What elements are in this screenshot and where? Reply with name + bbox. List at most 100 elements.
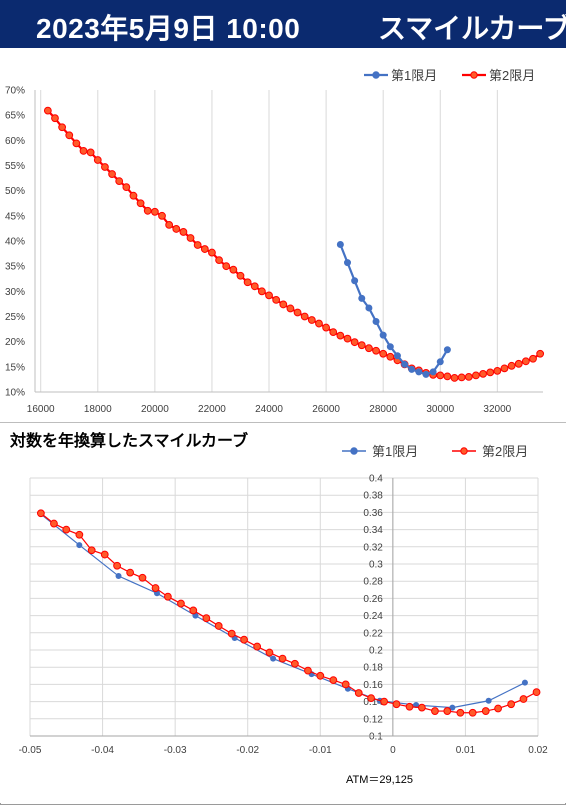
series-2-point [93, 156, 102, 164]
series-2-point [186, 234, 195, 242]
series-2-point [300, 312, 309, 321]
y-tick-label: 15% [5, 362, 25, 373]
chart-log-moneyness: 0.1 0.12 0.14 0.16 0.18 0.2 0.22 0.24 0.26 0.28 0.… [19, 444, 549, 786]
y-tick-label: 70% [5, 86, 25, 97]
series-2-point [372, 346, 380, 355]
x-tick-label: 24000 [255, 404, 283, 415]
series-2-point [113, 561, 121, 570]
series-2-point [108, 170, 116, 178]
series-2-point [136, 199, 145, 208]
y-tick-label: 0.18 [363, 663, 383, 674]
series-2-point [193, 241, 202, 249]
series-2-point [65, 131, 74, 140]
x-tick-label: 20000 [141, 404, 169, 415]
series-2-point [257, 287, 266, 296]
x-tick-label: 0 [390, 745, 396, 756]
series-2-point [367, 694, 375, 703]
series-2-point [279, 300, 288, 309]
header-datetime: 2023年5月9日 10:00 [36, 13, 301, 44]
series-2-point [341, 680, 350, 689]
series-2-point [240, 635, 248, 644]
series-2-point [236, 271, 245, 280]
series-1-point [351, 277, 359, 285]
series-2-point [443, 372, 452, 381]
series-2-point [436, 371, 445, 380]
series-2-point [165, 220, 174, 229]
chart-title-log: 対数を年換算したスマイルカーブ [10, 433, 249, 450]
series-2-point [457, 373, 466, 382]
series-2-point [138, 573, 147, 582]
series-2-point [529, 354, 537, 363]
x-tick-label: 28000 [369, 404, 397, 415]
series-2-point [315, 319, 323, 328]
series-1-point [76, 542, 83, 549]
x-tick-label: -0.03 [164, 745, 187, 756]
series-1-point [379, 331, 387, 339]
series-2-point [380, 697, 389, 706]
series-2-point [51, 114, 59, 123]
y-tick-label: 30% [5, 287, 25, 298]
y-tick-label: 20% [5, 337, 25, 348]
series-2-point [386, 352, 395, 361]
series-2-point [493, 366, 502, 375]
series-2-point [122, 183, 131, 192]
series-2-point [115, 177, 124, 186]
y-tick-label: 0.14 [363, 697, 383, 708]
series-2-point [500, 364, 509, 373]
y-tick-label: 0.28 [363, 577, 383, 588]
series-2-point [250, 282, 259, 291]
series-line-2 [40, 512, 537, 714]
series-2-point [316, 671, 325, 680]
series-2-point [151, 584, 160, 592]
series-2-point [293, 308, 302, 317]
series-2-point [101, 163, 109, 171]
series-2-point [265, 648, 274, 657]
series-1-point [270, 655, 277, 662]
y-tick-label: 0.12 [363, 714, 383, 725]
series-2-point [272, 295, 281, 304]
series-2-point [329, 328, 338, 337]
y-tick-label: 0.1 [369, 732, 383, 743]
series-2-point [514, 359, 523, 368]
y-tick-label: 0.22 [363, 628, 383, 639]
series-1-point [344, 259, 352, 267]
y-tick-label: 10% [5, 388, 25, 399]
series-2-point [62, 525, 71, 534]
series-2-point [431, 707, 439, 715]
legend-label-1: 第1限月 [372, 444, 418, 459]
series-line-2 [47, 109, 541, 380]
series-2-point [87, 546, 96, 555]
series-2-point [456, 708, 465, 717]
series-2-point [229, 265, 238, 274]
series-1-point [449, 704, 456, 711]
series-2-point [143, 206, 152, 215]
series-2-point [329, 676, 338, 685]
series-1-point [115, 573, 122, 580]
series-2-point [227, 629, 236, 638]
series-2-point [350, 338, 359, 347]
x-tick-label: -0.04 [91, 745, 114, 756]
series-1-point [521, 679, 528, 686]
series-2-point [202, 614, 211, 623]
series-1-point [393, 352, 401, 360]
series-2-point [43, 106, 52, 115]
series-2-point [417, 703, 426, 712]
series-2-point [472, 371, 480, 380]
series-2-point [179, 228, 188, 236]
series-2-point [365, 344, 373, 353]
series-2-point [481, 707, 490, 715]
y-tick-label: 60% [5, 136, 25, 147]
y-tick-label: 0.38 [363, 491, 383, 502]
series-2-point [172, 225, 181, 233]
x-tick-label: 0.02 [528, 745, 548, 756]
series-2-point [208, 248, 216, 257]
series-2-point [253, 642, 262, 651]
y-tick-label: 0.34 [363, 525, 383, 536]
series-2-point [75, 530, 84, 539]
y-tick-label: 0.26 [363, 594, 383, 605]
series-2-point [126, 568, 135, 577]
x-tick-label: 18000 [84, 404, 112, 415]
series-2-point [336, 331, 345, 340]
series-2-point [158, 211, 166, 220]
series-2-point [521, 357, 530, 366]
